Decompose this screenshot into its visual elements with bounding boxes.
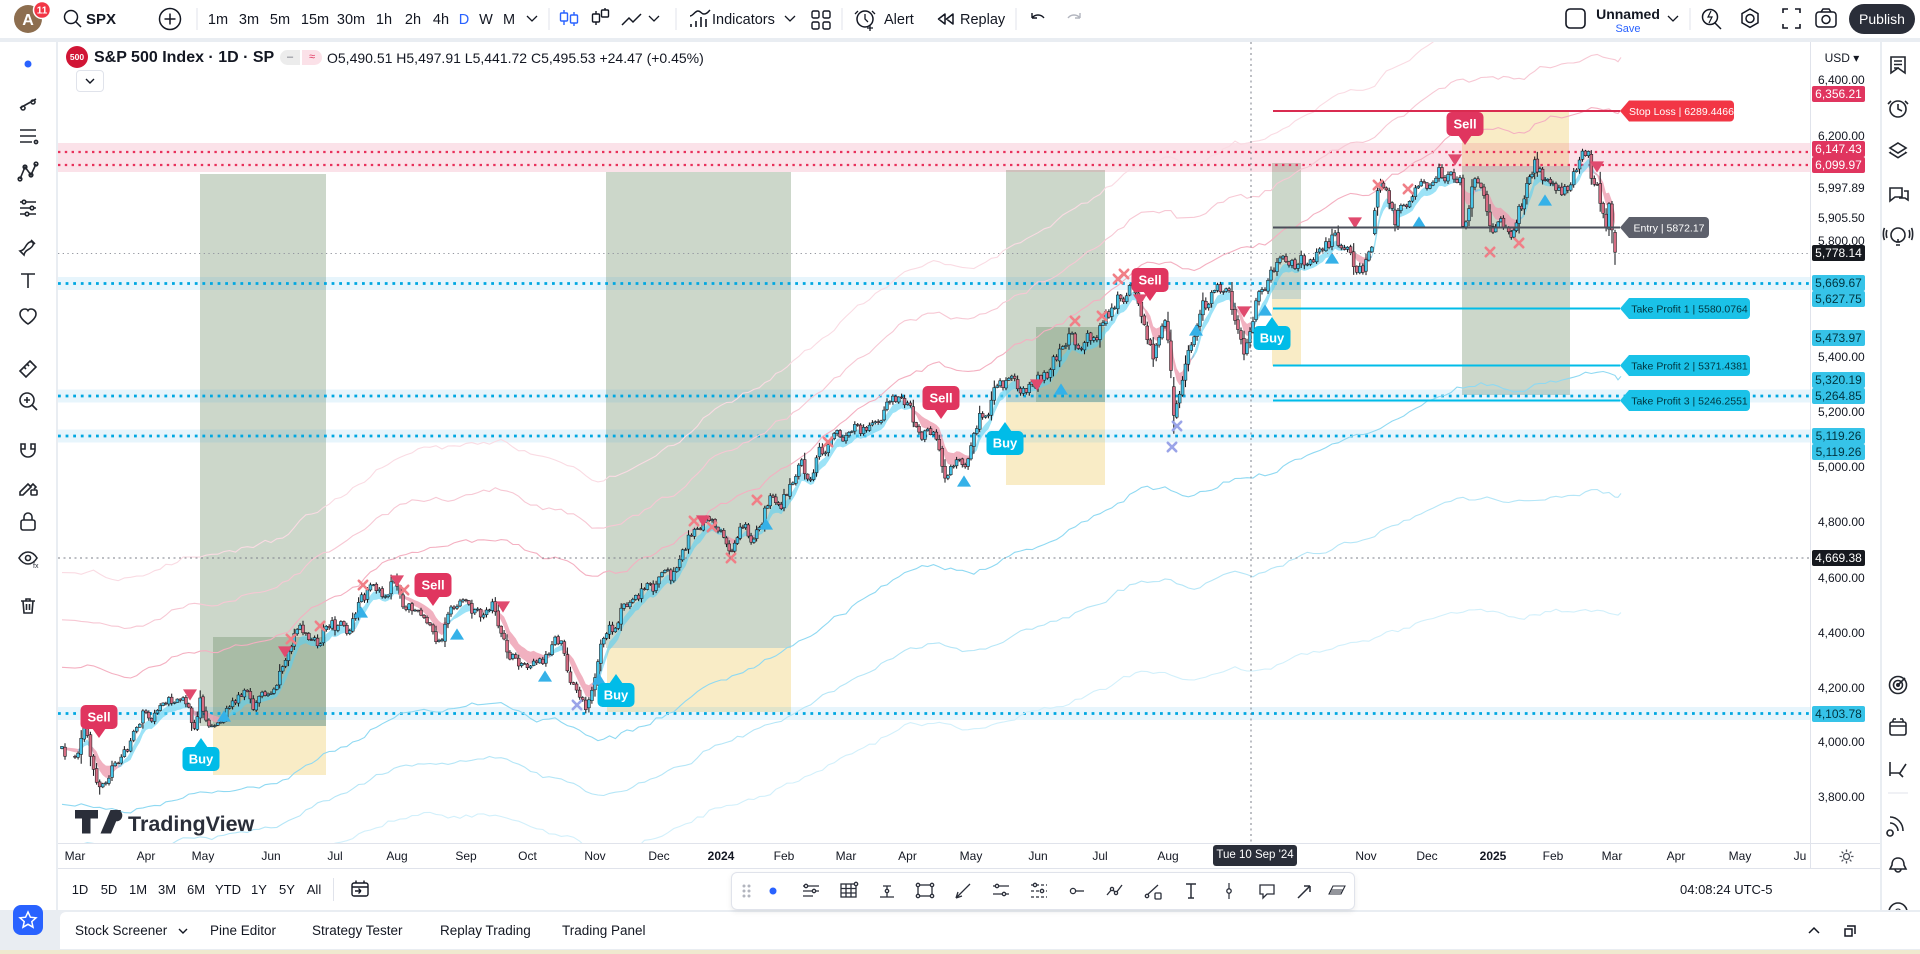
- svg-text:Buy: Buy: [993, 436, 1018, 451]
- svg-text:W: W: [479, 12, 493, 28]
- svg-text:?: ?: [1895, 906, 1902, 910]
- svg-text:Take Profit 3 | 5246.2551: Take Profit 3 | 5246.2551: [1631, 396, 1748, 408]
- svg-text:SPX: SPX: [86, 11, 116, 28]
- svg-text:Sell: Sell: [1138, 273, 1161, 288]
- svg-text:Alert: Alert: [884, 12, 914, 28]
- svg-text:3m: 3m: [239, 12, 259, 28]
- svg-text:Buy: Buy: [604, 688, 629, 703]
- svg-text:fx: fx: [33, 563, 39, 570]
- svg-text:Entry | 5872.17: Entry | 5872.17: [1633, 223, 1704, 235]
- svg-text:Stop Loss | 6289.4466: Stop Loss | 6289.4466: [1629, 106, 1734, 118]
- svg-text:15m: 15m: [301, 12, 329, 28]
- svg-text:1h: 1h: [376, 12, 392, 28]
- svg-text:Sell: Sell: [87, 710, 110, 725]
- svg-text:Take Profit 1 | 5580.0764: Take Profit 1 | 5580.0764: [1631, 304, 1748, 316]
- svg-text:Unnamed: Unnamed: [1596, 6, 1660, 22]
- svg-text:Sell: Sell: [929, 391, 952, 406]
- svg-text:30m: 30m: [337, 12, 365, 28]
- svg-text:M: M: [503, 12, 515, 28]
- svg-text:Save: Save: [1615, 23, 1640, 35]
- svg-text:Sell: Sell: [421, 578, 444, 593]
- svg-text:Take Profit 2 | 5371.4381: Take Profit 2 | 5371.4381: [1631, 361, 1748, 373]
- svg-text:11: 11: [37, 6, 48, 17]
- svg-text:5m: 5m: [270, 12, 290, 28]
- svg-text:Sell: Sell: [1453, 117, 1476, 132]
- svg-text:A: A: [22, 12, 34, 29]
- svg-text:4h: 4h: [433, 12, 449, 28]
- svg-text:Buy: Buy: [189, 752, 214, 767]
- svg-text:Buy: Buy: [1260, 331, 1285, 346]
- svg-text:1m: 1m: [208, 12, 228, 28]
- svg-text:Replay: Replay: [960, 12, 1006, 28]
- svg-text:Indicators: Indicators: [712, 12, 775, 28]
- svg-text:D: D: [459, 12, 469, 28]
- svg-text:2h: 2h: [405, 12, 421, 28]
- svg-text:TradingView: TradingView: [128, 812, 255, 836]
